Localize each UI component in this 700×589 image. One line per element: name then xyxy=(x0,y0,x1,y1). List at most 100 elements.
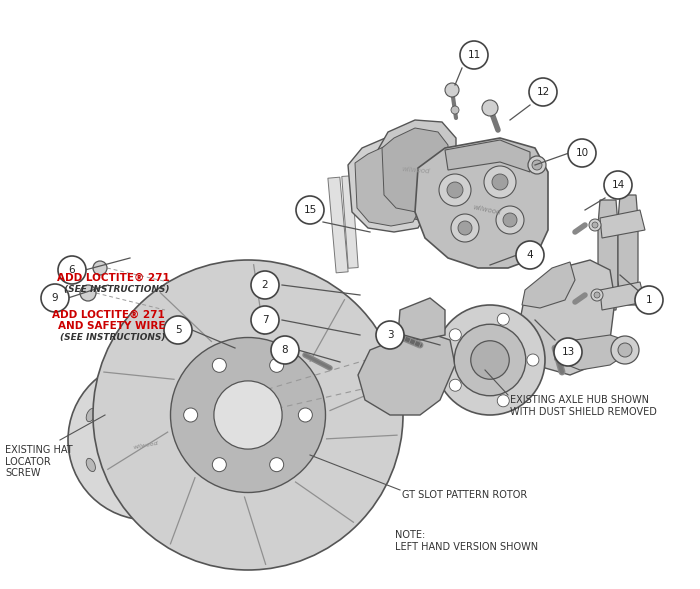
Text: wilwood: wilwood xyxy=(133,441,159,449)
Circle shape xyxy=(516,241,544,269)
Circle shape xyxy=(298,408,312,422)
Circle shape xyxy=(270,358,284,372)
Text: 3: 3 xyxy=(386,330,393,340)
Circle shape xyxy=(484,166,516,198)
Circle shape xyxy=(68,360,228,520)
Circle shape xyxy=(497,395,510,407)
Text: 6: 6 xyxy=(69,265,76,275)
Circle shape xyxy=(100,392,196,488)
Text: AND SAFETY WIRE: AND SAFETY WIRE xyxy=(57,321,165,331)
Text: 7: 7 xyxy=(262,315,268,325)
Circle shape xyxy=(376,321,404,349)
Circle shape xyxy=(449,379,461,391)
Circle shape xyxy=(604,171,632,199)
Text: 5: 5 xyxy=(175,325,181,335)
Circle shape xyxy=(618,343,632,357)
Circle shape xyxy=(439,174,471,206)
Polygon shape xyxy=(348,136,428,232)
Ellipse shape xyxy=(171,380,183,390)
Polygon shape xyxy=(522,262,575,308)
Circle shape xyxy=(496,206,524,234)
Circle shape xyxy=(589,219,601,231)
Text: 13: 13 xyxy=(561,347,575,357)
Circle shape xyxy=(592,222,598,228)
Polygon shape xyxy=(600,210,645,238)
Circle shape xyxy=(635,286,663,314)
Polygon shape xyxy=(415,138,548,268)
Text: GT SLOT PATTERN ROTOR: GT SLOT PATTERN ROTOR xyxy=(402,490,527,500)
Ellipse shape xyxy=(204,449,213,463)
Circle shape xyxy=(611,336,639,364)
Circle shape xyxy=(251,271,279,299)
Circle shape xyxy=(451,214,479,242)
Circle shape xyxy=(125,467,134,477)
Circle shape xyxy=(41,284,69,312)
Polygon shape xyxy=(358,330,455,415)
Bar xyxy=(328,177,348,273)
Text: ADD LOCTITE® 271: ADD LOCTITE® 271 xyxy=(52,310,165,320)
Circle shape xyxy=(251,306,279,334)
Circle shape xyxy=(470,341,510,379)
Text: ADD LOCTITE® 271: ADD LOCTITE® 271 xyxy=(57,273,170,283)
Text: (SEE INSTRUCTIONS): (SEE INSTRUCTIONS) xyxy=(60,333,165,342)
Circle shape xyxy=(497,313,510,325)
Text: 12: 12 xyxy=(536,87,550,97)
Ellipse shape xyxy=(120,495,134,504)
Circle shape xyxy=(162,403,172,413)
Text: 2: 2 xyxy=(262,280,268,290)
Circle shape xyxy=(270,458,284,472)
Circle shape xyxy=(445,83,459,97)
Ellipse shape xyxy=(204,417,213,431)
Polygon shape xyxy=(375,120,456,220)
Circle shape xyxy=(183,408,197,422)
Circle shape xyxy=(58,256,86,284)
Ellipse shape xyxy=(120,377,134,386)
Circle shape xyxy=(449,329,461,341)
Polygon shape xyxy=(398,298,445,340)
Bar xyxy=(342,176,358,268)
Circle shape xyxy=(554,338,582,366)
Circle shape xyxy=(212,358,226,372)
Circle shape xyxy=(447,182,463,198)
Text: EXISTING AXLE HUB SHOWN
WITH DUST SHIELD REMOVED: EXISTING AXLE HUB SHOWN WITH DUST SHIELD… xyxy=(510,395,657,416)
Text: wilwood: wilwood xyxy=(402,166,430,174)
Circle shape xyxy=(296,196,324,224)
Circle shape xyxy=(171,337,326,492)
Circle shape xyxy=(125,403,134,413)
Circle shape xyxy=(271,336,299,364)
Circle shape xyxy=(180,435,190,445)
Circle shape xyxy=(93,261,107,275)
Circle shape xyxy=(532,160,542,170)
Polygon shape xyxy=(598,200,618,310)
Text: 9: 9 xyxy=(52,293,58,303)
Circle shape xyxy=(492,174,508,190)
Polygon shape xyxy=(445,140,530,172)
Circle shape xyxy=(454,325,526,396)
Circle shape xyxy=(527,354,539,366)
Circle shape xyxy=(594,292,600,298)
Text: NOTE:
LEFT HAND VERSION SHOWN: NOTE: LEFT HAND VERSION SHOWN xyxy=(395,530,538,552)
Circle shape xyxy=(125,418,170,462)
Circle shape xyxy=(451,106,459,114)
Polygon shape xyxy=(600,282,645,310)
Ellipse shape xyxy=(86,458,95,472)
Text: 10: 10 xyxy=(575,148,589,158)
Circle shape xyxy=(80,285,96,301)
Circle shape xyxy=(93,260,403,570)
Text: (SEE INSTRUCTIONS): (SEE INSTRUCTIONS) xyxy=(64,285,170,294)
Circle shape xyxy=(528,156,546,174)
Circle shape xyxy=(503,213,517,227)
Circle shape xyxy=(458,221,472,235)
Text: 8: 8 xyxy=(281,345,288,355)
Polygon shape xyxy=(555,335,625,370)
Text: 14: 14 xyxy=(611,180,624,190)
Circle shape xyxy=(162,467,172,477)
Ellipse shape xyxy=(86,408,95,422)
Text: EXISTING HAT
LOCATOR
SCREW: EXISTING HAT LOCATOR SCREW xyxy=(5,445,73,478)
Circle shape xyxy=(214,381,282,449)
Circle shape xyxy=(591,289,603,301)
Polygon shape xyxy=(382,128,448,212)
Circle shape xyxy=(164,316,192,344)
Circle shape xyxy=(212,458,226,472)
Circle shape xyxy=(482,100,498,116)
